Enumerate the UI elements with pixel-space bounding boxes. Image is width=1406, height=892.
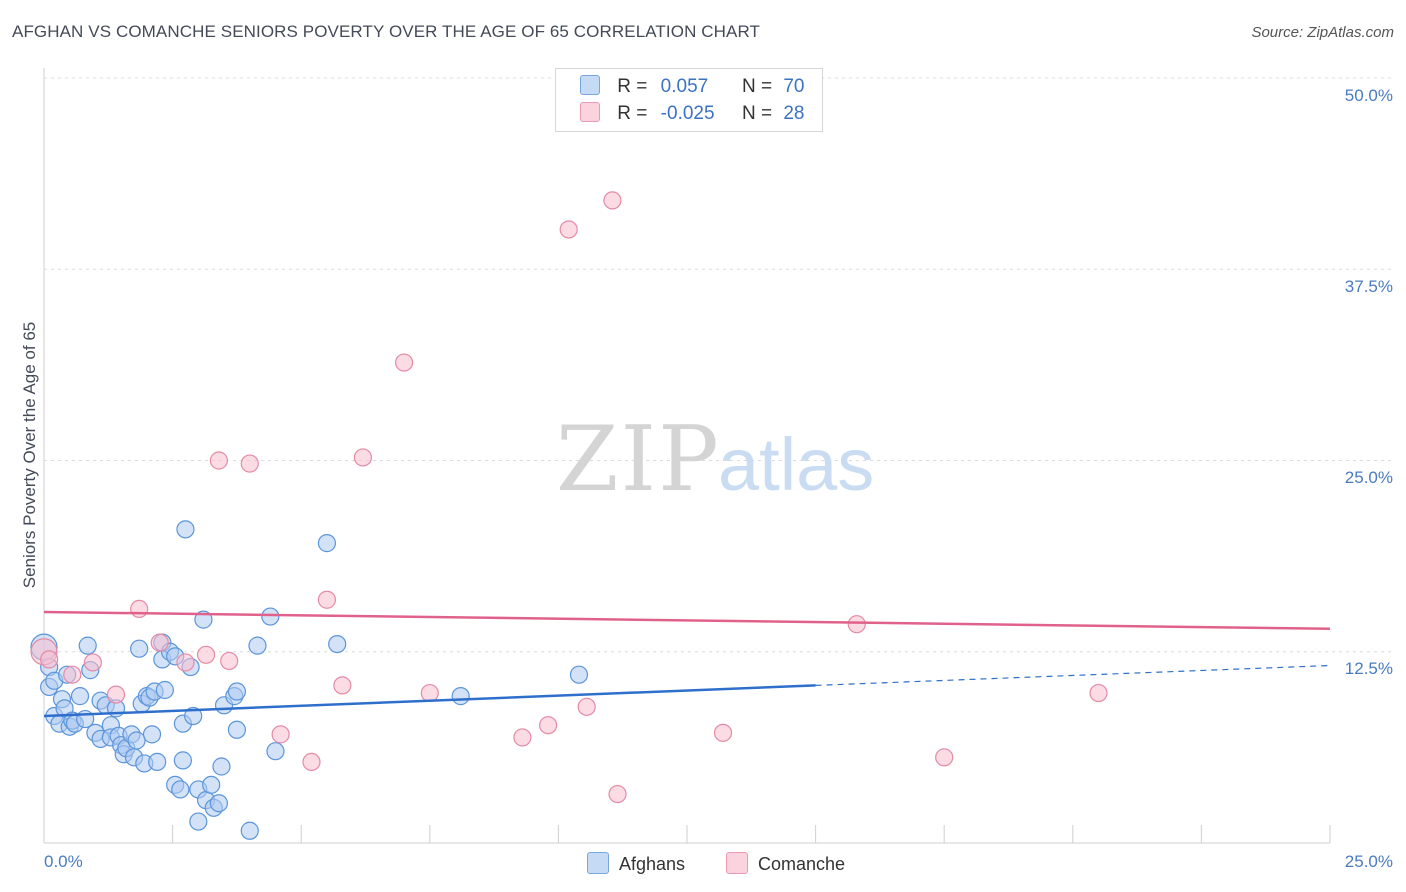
legend-row-comanche: R = -0.025 N = 28 xyxy=(580,102,804,125)
comanche-point xyxy=(1089,683,1108,703)
comanche-point xyxy=(394,353,414,372)
afghans-point xyxy=(266,742,285,761)
comanche-point xyxy=(240,454,259,473)
afghans-point xyxy=(70,687,90,706)
watermark-zip: ZIP xyxy=(556,407,721,512)
comanche-point xyxy=(317,590,337,609)
afghans-point xyxy=(176,520,195,539)
afghans-swatch xyxy=(580,75,600,95)
comanche-point xyxy=(713,723,733,742)
comanche-point xyxy=(577,697,596,716)
afghans-point xyxy=(189,812,208,831)
afghans-point xyxy=(317,534,337,553)
comanche-point xyxy=(420,683,439,703)
x-tick-label-min: 0.0% xyxy=(44,852,83,871)
axes xyxy=(43,68,1331,844)
comanche-point xyxy=(106,685,126,704)
legend-item-afghans: Afghans xyxy=(587,852,685,875)
afghans-point xyxy=(209,794,228,813)
afghans-point xyxy=(569,665,589,684)
afghans-point xyxy=(171,780,190,799)
afghans-point xyxy=(240,821,259,840)
comanche-point xyxy=(271,725,290,744)
comanche-swatch xyxy=(580,102,600,122)
afghans-point xyxy=(148,752,167,772)
comanche-point xyxy=(302,752,321,772)
afghans-trend-extension xyxy=(815,664,1331,687)
afghans-point xyxy=(194,610,213,629)
afghans-point xyxy=(248,636,267,655)
comanche-point xyxy=(935,748,954,767)
afghans-point xyxy=(173,751,192,770)
legend-row-afghans: R = 0.057 N = 70 xyxy=(580,75,804,98)
comanche-legend-label: Comanche xyxy=(758,854,846,874)
y-tick-label: 25.0% xyxy=(1344,468,1393,487)
n-label: N = xyxy=(741,103,773,124)
n-value-comanche: 28 xyxy=(783,103,805,124)
y-tick-label: 37.5% xyxy=(1344,277,1393,296)
afghans-point xyxy=(142,725,162,744)
afghans-point xyxy=(78,636,97,655)
source-label: Source: ZipAtlas.com xyxy=(1251,24,1394,41)
afghans-point xyxy=(328,634,347,654)
watermark-atlas: atlas xyxy=(718,423,874,506)
afghans-point xyxy=(451,687,470,706)
afghans-legend-swatch xyxy=(587,852,609,874)
comanche-point xyxy=(513,728,532,747)
n-value-afghans: 70 xyxy=(783,76,805,97)
afghans-points xyxy=(30,520,589,840)
grid-lines xyxy=(44,77,1392,653)
x-tick-label-max: 25.0% xyxy=(1344,852,1393,871)
y-tick-label: 50.0% xyxy=(1344,86,1393,105)
comanche-points xyxy=(30,191,1108,804)
r-label: R = xyxy=(617,76,648,97)
comanche-point xyxy=(209,451,228,470)
comanche-point xyxy=(63,665,82,684)
legend-item-comanche: Comanche xyxy=(726,852,845,875)
afghans-point xyxy=(227,682,246,701)
n-label: N = xyxy=(741,76,773,97)
comanche-point xyxy=(196,645,216,664)
comanche-point xyxy=(130,599,149,619)
r-label: R = xyxy=(617,103,648,124)
comanche-point xyxy=(847,615,866,634)
comanche-point xyxy=(539,716,558,735)
comanche-point xyxy=(353,448,373,467)
stats-legend: R = 0.057 N = 70 R = -0.025 N = 28 xyxy=(555,68,823,132)
comanche-point xyxy=(608,784,627,804)
comanche-point xyxy=(150,633,169,652)
afghans-point xyxy=(261,607,280,626)
comanche-legend-swatch xyxy=(726,852,748,874)
comanche-point xyxy=(333,676,352,695)
y-tick-label: 12.5% xyxy=(1344,659,1393,678)
afghans-point xyxy=(212,757,231,776)
r-value-comanche: -0.025 xyxy=(660,103,715,124)
afghans-point xyxy=(155,680,174,700)
afghans-point xyxy=(184,706,203,726)
comanche-point xyxy=(603,191,622,210)
comanche-trend-line xyxy=(43,610,1331,631)
r-value-afghans: 0.057 xyxy=(660,76,709,97)
comanche-point xyxy=(220,651,239,671)
trend-lines xyxy=(43,610,1331,718)
comanche-point xyxy=(83,653,102,672)
afghans-trend-line xyxy=(43,684,816,718)
afghans-point xyxy=(202,775,221,794)
comanche-point xyxy=(40,650,59,669)
afghans-legend-label: Afghans xyxy=(619,854,686,874)
afghans-point xyxy=(127,731,146,750)
afghans-point xyxy=(130,639,149,658)
comanche-point xyxy=(176,653,195,672)
comanche-point xyxy=(559,220,578,239)
chart-title: AFGHAN VS COMANCHE SENIORS POVERTY OVER … xyxy=(12,22,761,41)
afghans-point xyxy=(227,720,246,739)
